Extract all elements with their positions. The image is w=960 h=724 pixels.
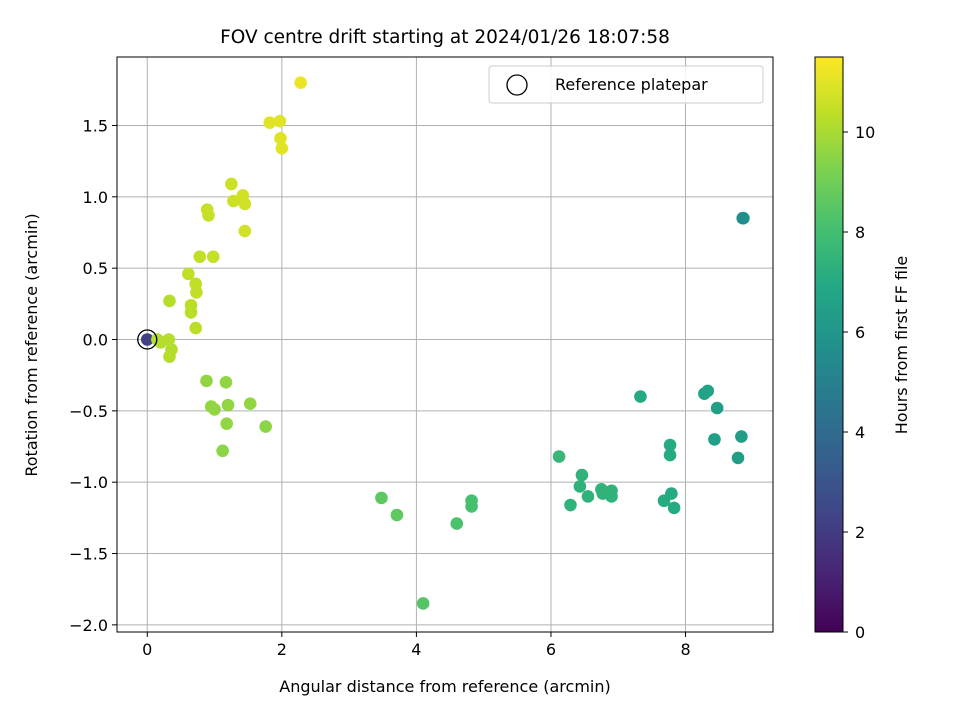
data-point-23 (273, 114, 287, 128)
data-point-36 (375, 491, 388, 505)
data-point-37 (390, 508, 404, 522)
data-point-6 (163, 294, 176, 308)
data-point-53 (663, 438, 677, 452)
data-point-56 (667, 501, 681, 515)
data-point-18 (227, 194, 240, 208)
x-tick-label-4: 8 (680, 640, 690, 659)
x-axis-label: Angular distance from reference (arcmin) (279, 677, 610, 696)
data-point-32 (220, 417, 233, 430)
x-tick-label-2: 4 (411, 640, 421, 659)
colorbar-tick-label-4: 8 (855, 223, 865, 242)
data-point-58 (701, 384, 715, 398)
legend-box (488, 65, 764, 104)
data-point-21 (238, 224, 252, 238)
grid (117, 57, 773, 632)
y-tick-label-0: −2.0 (69, 616, 108, 635)
data-point-27 (200, 374, 213, 388)
data-point-44 (573, 480, 587, 493)
data-point-11 (190, 286, 203, 299)
data-point-42 (552, 450, 566, 463)
data-point-29 (208, 403, 221, 416)
colorbar-gradient (814, 56, 844, 633)
x-tick-label-0: 0 (142, 640, 152, 659)
colorbar-tick-label-3: 6 (855, 323, 865, 342)
data-point-0 (140, 333, 154, 346)
data-point-24 (274, 132, 287, 145)
colorbar: 0 2 4 6 8 10 Hours from first FF file (814, 56, 911, 642)
data-point-46 (581, 490, 595, 503)
reference-platepar-marker (137, 329, 158, 350)
data-point-9 (184, 306, 198, 319)
legend-marker-reference (506, 74, 528, 96)
colorbar-tick-label-1: 2 (855, 523, 865, 542)
x-axis-ticks: 0 2 4 6 8 (142, 632, 691, 659)
plot-frame (116, 56, 774, 633)
y-axis-label: Rotation from reference (arcmin) (22, 213, 41, 476)
colorbar-ticks: 0 2 4 6 8 10 (843, 123, 875, 642)
data-point-51 (634, 390, 647, 403)
data-point-31 (221, 398, 235, 412)
data-point-20 (238, 197, 252, 211)
data-point-17 (225, 177, 238, 191)
data-point-25 (275, 142, 289, 155)
colorbar-tick-label-5: 10 (855, 123, 875, 142)
colorbar-label: Hours from first FF file (892, 256, 911, 435)
data-point-16 (202, 209, 215, 222)
data-point-5 (165, 343, 178, 356)
y-tick-label-5: 0.5 (83, 259, 108, 278)
legend-label-reference: Reference platepar (555, 75, 708, 94)
data-point-62 (735, 430, 748, 443)
y-tick-label-3: −0.5 (69, 402, 108, 421)
data-point-14 (206, 250, 220, 264)
data-points (137, 76, 750, 610)
data-point-43 (564, 498, 577, 512)
data-point-41 (465, 500, 478, 513)
y-tick-label-1: −1.5 (69, 545, 108, 564)
data-point-26 (294, 76, 307, 89)
y-tick-label-4: 0.0 (83, 331, 108, 350)
chart-title: FOV centre drift starting at 2024/01/26 … (220, 27, 670, 48)
data-point-30 (219, 376, 233, 389)
data-point-64 (737, 211, 750, 225)
data-point-60 (710, 401, 724, 415)
data-point-34 (243, 397, 257, 411)
data-point-50 (605, 490, 618, 503)
data-point-59 (708, 433, 721, 446)
data-point-33 (216, 444, 229, 458)
data-point-54 (663, 448, 677, 462)
y-tick-label-2: −1.0 (69, 473, 108, 492)
x-tick-label-1: 2 (277, 640, 287, 659)
data-point-55 (665, 487, 678, 500)
data-point-22 (263, 116, 277, 129)
legend: Reference platepar (488, 65, 764, 104)
y-axis-ticks: −2.0 −1.5 −1.0 −0.5 0.0 0.5 1.0 1.5 (69, 116, 117, 635)
data-point-7 (182, 267, 195, 281)
data-point-61 (731, 451, 745, 465)
colorbar-tick-label-2: 4 (855, 423, 865, 442)
data-point-39 (450, 517, 464, 530)
y-tick-label-6: 1.0 (83, 188, 108, 207)
y-tick-label-7: 1.5 (83, 116, 108, 135)
data-point-45 (575, 468, 589, 482)
data-point-35 (259, 420, 272, 433)
data-point-3 (162, 333, 176, 346)
data-point-38 (416, 597, 430, 610)
x-tick-label-3: 6 (546, 640, 556, 659)
data-point-12 (189, 321, 203, 335)
data-point-13 (193, 250, 207, 264)
colorbar-tick-label-0: 0 (855, 623, 865, 642)
